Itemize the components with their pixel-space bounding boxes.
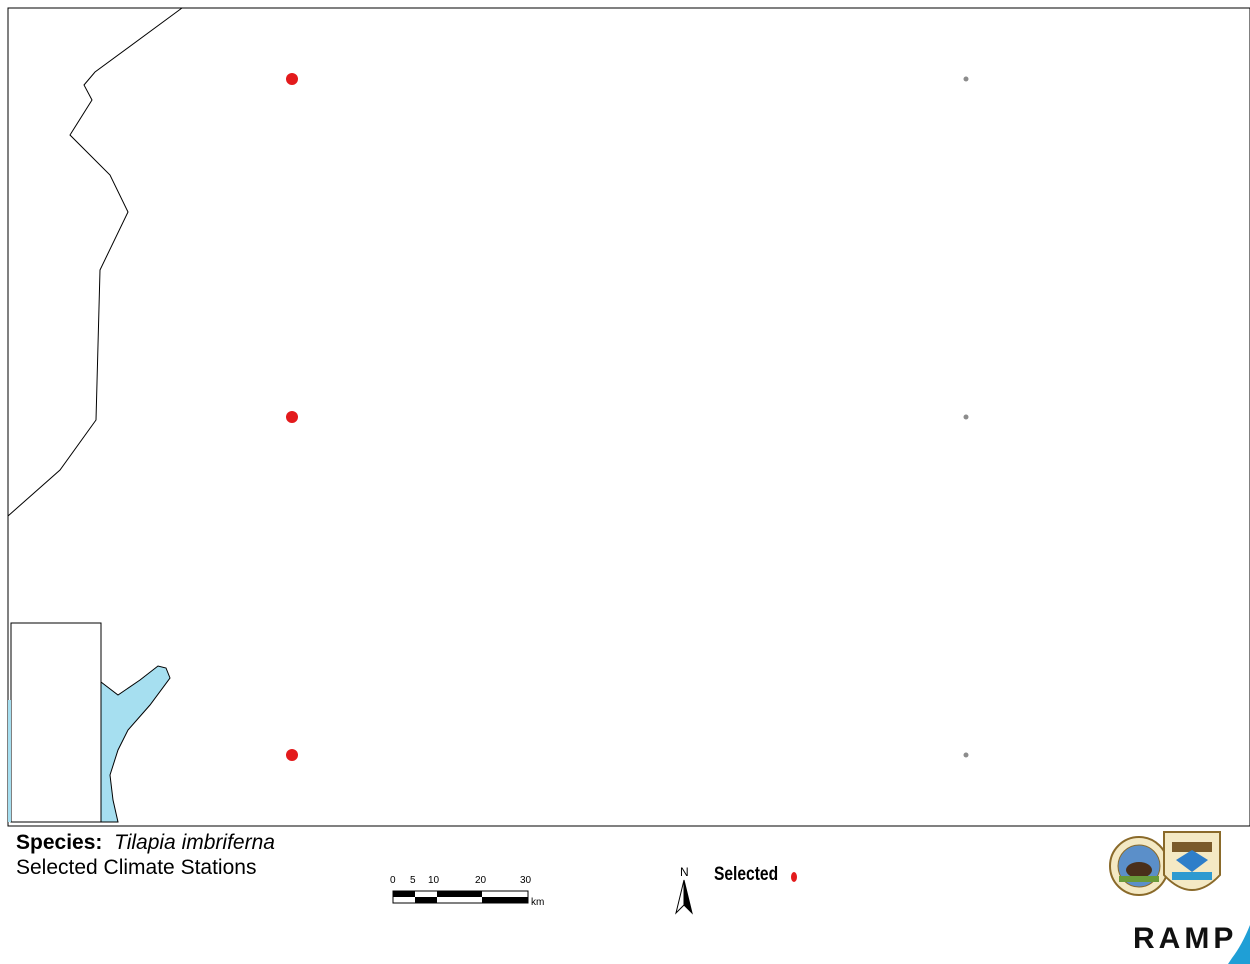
species-line: Species: Tilapia imbriferna: [16, 830, 275, 855]
lake-water-body: [100, 665, 171, 823]
station-marker-selected: [286, 73, 298, 85]
north-arrow-label: N: [680, 865, 689, 879]
scale-tick-0: 0: [390, 875, 396, 886]
species-name: Tilapia imbriferna: [114, 831, 275, 854]
scale-tick-30: 30: [520, 875, 532, 886]
scale-unit: km: [531, 897, 544, 908]
species-label: Species:: [16, 831, 103, 854]
scale-tick-5: 5: [410, 875, 416, 886]
ramp-logo-swoosh: [1228, 925, 1250, 964]
country-boundary: [7, 7, 183, 517]
station-marker-selected: [286, 411, 298, 423]
north-arrow-icon: [675, 879, 685, 915]
map-title-block: Species: Tilapia imbriferna Selected Cli…: [16, 830, 275, 880]
fws-shield-logo: [1163, 831, 1221, 891]
legend-selected-symbol: [791, 872, 797, 882]
inset-frame: [10, 622, 102, 823]
scale-tick-10: 10: [428, 875, 440, 886]
map-frame-border: [7, 7, 1250, 827]
station-marker-unselected: [963, 414, 969, 420]
north-arrow: N: [675, 865, 693, 915]
doi-seal-logo: [1109, 836, 1169, 896]
lake-water-left: [8, 700, 11, 822]
ramp-logo-text: RAMP: [1133, 922, 1238, 955]
map-subtitle: Selected Climate Stations: [16, 856, 257, 879]
station-marker-selected: [286, 749, 298, 761]
scale-bar: 0 5 10 20 30 km: [390, 875, 544, 908]
station-marker-unselected: [963, 752, 969, 758]
scale-tick-20: 20: [475, 875, 487, 886]
station-marker-unselected: [963, 76, 969, 82]
legend-selected-label: Selected: [714, 864, 779, 885]
station-layer: [286, 73, 969, 761]
